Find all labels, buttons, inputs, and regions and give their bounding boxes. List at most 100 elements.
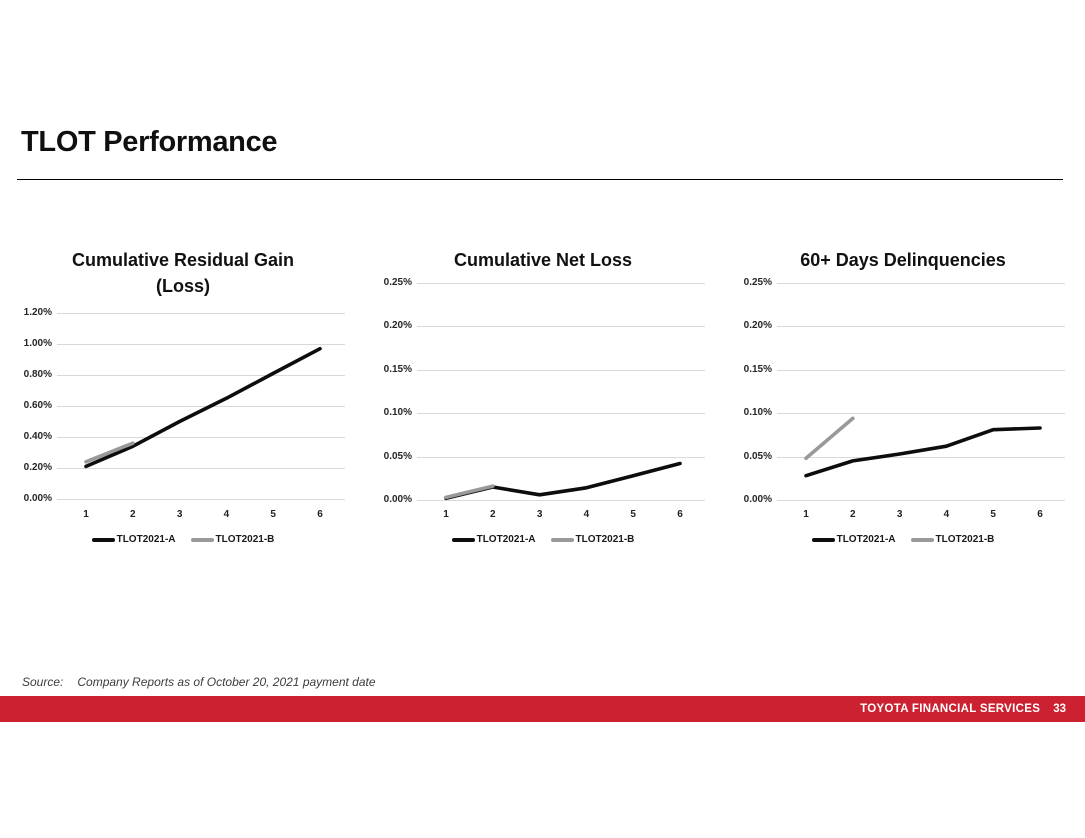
series-a-swatch <box>91 537 115 542</box>
x-axis-tick-label: 2 <box>490 509 496 520</box>
y-axis-tick-label: 0.15% <box>743 363 772 375</box>
plot-area: 0.25% 0.20% 0.15% 0.10% 0.05% 0.00% 1 2 3 4 5 6 <box>378 244 708 556</box>
y-axis-tick-label: 0.20% <box>383 320 412 332</box>
series-b-swatch <box>910 537 934 542</box>
footer-bar: TOYOTA FINANCIAL SERVICES 33 <box>0 696 1085 722</box>
legend-item-tlot2021-a: TLOT2021-A <box>451 534 536 545</box>
x-axis-tick-label: 6 <box>1037 509 1043 520</box>
gridline <box>417 326 705 328</box>
legend-label: TLOT2021-B <box>935 534 995 545</box>
chart-title: 60+ Days Delinquencies <box>800 250 1006 270</box>
series-line-tlot2021-a <box>804 426 1042 478</box>
gridline <box>777 369 1065 371</box>
legend-label: TLOT2021-A <box>836 534 896 545</box>
gridline <box>417 456 705 458</box>
legend-item-tlot2021-b: TLOT2021-B <box>550 534 635 545</box>
x-axis-tick-label: 5 <box>270 509 276 520</box>
series-lines <box>444 461 682 501</box>
source-text: Company Reports as of October 20, 2021 p… <box>77 675 376 689</box>
series-line-tlot2021-a <box>84 346 322 469</box>
x-axis-tick-label: 1 <box>803 509 809 520</box>
y-axis-tick-label: 0.40% <box>23 431 52 442</box>
legend: TLOT2021-A TLOT2021-B <box>378 534 708 545</box>
x-axis-tick-label: 5 <box>630 509 636 520</box>
legend-item-tlot2021-b: TLOT2021-B <box>910 534 995 545</box>
legend-label: TLOT2021-A <box>476 534 536 545</box>
series-line-tlot2021-a <box>444 461 682 501</box>
x-axis-tick-label: 6 <box>317 509 323 520</box>
gridline <box>417 500 705 501</box>
legend-item-tlot2021-a: TLOT2021-A <box>811 534 896 545</box>
plot-area: 1.20% 1.00% 0.80% 0.60% 0.40% 0.20% 0.00% 1 2 3 4 5… <box>18 244 348 556</box>
y-axis-tick-label: 0.05% <box>383 450 412 462</box>
gridline <box>417 283 705 284</box>
series-a-swatch <box>451 537 475 542</box>
x-axis-tick-label: 4 <box>583 509 590 520</box>
legend-label: TLOT2021-B <box>575 534 635 545</box>
x-axis-tick-label: 3 <box>176 509 183 520</box>
y-axis-tick-label: 0.05% <box>743 450 772 462</box>
y-axis-tick-label: 0.60% <box>23 400 52 411</box>
gridline <box>777 456 1065 458</box>
series-b-swatch <box>190 537 214 542</box>
y-axis-tick-label: 0.25% <box>743 277 772 288</box>
legend-label: TLOT2021-A <box>116 534 176 545</box>
gridline <box>57 375 345 376</box>
gridline <box>777 500 1065 501</box>
plot-area: 0.25% 0.20% 0.15% 0.10% 0.05% 0.00% 1 2 3 4 5 6 <box>738 244 1068 556</box>
x-axis-tick-label: 1 <box>443 509 449 520</box>
series-line-tlot2021-b <box>444 484 495 500</box>
legend-item-tlot2021-a: TLOT2021-A <box>91 534 176 545</box>
gridline <box>57 344 345 345</box>
gridline <box>777 326 1065 328</box>
y-axis-tick-label: 0.10% <box>743 407 772 419</box>
legend: TLOT2021-A TLOT2021-B <box>18 534 348 545</box>
legend-label: TLOT2021-B <box>215 534 275 545</box>
y-axis-tick-label: 0.80% <box>23 369 52 380</box>
y-axis-tick-label: 0.25% <box>383 277 412 288</box>
series-lines <box>84 346 322 469</box>
gridline <box>417 369 705 371</box>
source-label: Source: <box>22 675 64 689</box>
chart-cumulative-net-loss: Cumulative Net Loss 0.25% 0.20% 0.15% 0.10%… <box>378 244 708 556</box>
x-axis-tick-label: 1 <box>83 509 89 520</box>
x-axis-tick-label: 3 <box>536 509 543 520</box>
series-lines <box>804 416 1042 478</box>
y-axis-tick-label: 0.20% <box>23 462 52 473</box>
x-axis-tick-label: 4 <box>223 509 230 520</box>
legend: TLOT2021-A TLOT2021-B <box>738 534 1068 545</box>
gridline <box>57 437 345 438</box>
legend-item-tlot2021-b: TLOT2021-B <box>190 534 275 545</box>
chart-title: Cumulative Net Loss <box>453 250 633 270</box>
y-axis-tick-label: 1.20% <box>23 307 52 318</box>
y-axis-tick-label: 0.00% <box>23 493 52 504</box>
chart-60-days-delinquencies: 60+ Days Delinquencies 0.25% 0.20% 0.15% 0.… <box>738 244 1068 556</box>
gridline <box>57 499 345 500</box>
x-axis-tick-label: 4 <box>943 509 950 520</box>
gridline <box>417 413 705 415</box>
x-axis-tick-label: 5 <box>990 509 996 520</box>
y-axis-tick-label: 0.10% <box>383 407 412 419</box>
chart-title: Cumulative Residual Gain (Loss) <box>71 250 295 296</box>
gridline <box>777 283 1065 284</box>
series-line-tlot2021-b <box>84 441 135 464</box>
footer-page-number: 33 <box>1053 703 1066 715</box>
gridline <box>57 468 345 469</box>
title-divider <box>17 179 1063 180</box>
x-axis-tick-label: 3 <box>896 509 903 520</box>
x-axis-tick-label: 2 <box>130 509 136 520</box>
series-a-swatch <box>811 537 835 542</box>
y-axis-tick-label: 0.00% <box>743 494 772 505</box>
y-axis-tick-label: 0.15% <box>383 363 412 375</box>
page-title: TLOT Performance <box>21 126 278 158</box>
y-axis-tick-label: 1.00% <box>23 338 52 349</box>
gridline <box>57 313 345 314</box>
source-note: Source: Company Reports as of October 20,… <box>22 675 376 689</box>
x-axis-tick-label: 6 <box>677 509 683 520</box>
y-axis-tick-label: 0.00% <box>383 494 412 505</box>
gridline <box>777 413 1065 415</box>
footer-brand: TOYOTA FINANCIAL SERVICES <box>860 703 1041 715</box>
x-axis-tick-label: 2 <box>850 509 856 520</box>
gridline <box>57 406 345 407</box>
